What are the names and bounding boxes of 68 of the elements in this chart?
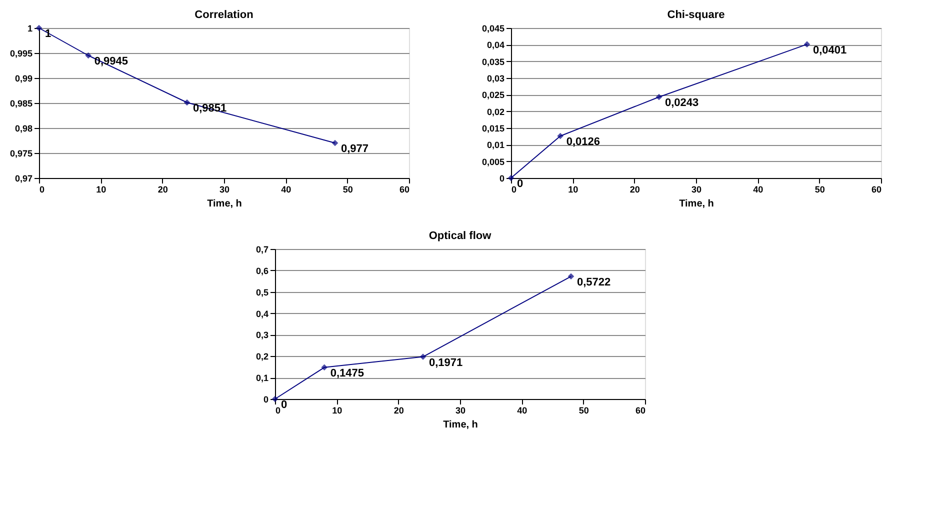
x-tick-label: 0 <box>512 184 517 194</box>
y-tick-label: 0,6 <box>256 266 268 276</box>
y-tick-label: 0,5 <box>256 287 268 298</box>
point <box>184 99 190 106</box>
y-tick-label: 0,97 <box>14 174 32 184</box>
point <box>85 52 92 59</box>
chart-title: Correlation <box>194 9 254 21</box>
point <box>656 94 662 100</box>
x-tick-label: 60 <box>399 184 410 194</box>
x-tick-label: 30 <box>219 184 230 194</box>
y-tick-label: 0,985 <box>10 98 32 108</box>
point <box>420 354 426 360</box>
y-tick-label: 0,995 <box>10 48 32 58</box>
y-tick-label: 0,015 <box>482 124 504 134</box>
y-tick-label: 0 <box>263 394 268 404</box>
x-tick-label: 0 <box>276 406 281 416</box>
chart-title: Optical flow <box>428 230 492 242</box>
x-axis-title: Time, h <box>443 420 478 430</box>
point <box>321 364 328 371</box>
y-tick-label: 0,01 <box>486 140 504 150</box>
x-tick-label: 20 <box>630 184 640 194</box>
y-tick-label: 0,035 <box>482 56 504 67</box>
x-tick-label: 60 <box>871 184 882 194</box>
y-tick-label: 0,2 <box>256 352 268 362</box>
point <box>804 41 810 48</box>
y-tick-label: 0 <box>499 174 504 184</box>
x-tick-label: 50 <box>578 406 589 416</box>
x-tick-label: 40 <box>517 406 528 416</box>
y-tick-label: 0,7 <box>256 244 268 254</box>
x-tick-label: 60 <box>635 406 646 416</box>
y-tick-label: 1 <box>27 24 32 34</box>
x-tick-label: 20 <box>394 406 404 416</box>
y-tick-label: 0,03 <box>486 74 504 84</box>
y-tick-label: 0,99 <box>14 74 32 84</box>
y-tick-label: 0,045 <box>482 24 504 34</box>
data-label: 0,0126 <box>566 136 600 148</box>
chart-title: Chi-square <box>667 9 725 21</box>
y-tick-label: 0,975 <box>10 148 32 158</box>
y-tick-label: 0,02 <box>486 106 504 117</box>
y-tick-label: 0,4 <box>256 308 268 319</box>
x-tick-label: 0 <box>40 184 45 194</box>
x-axis-title: Time, h <box>207 198 242 210</box>
y-tick-label: 0,025 <box>482 90 504 100</box>
point <box>332 140 338 146</box>
point <box>568 273 574 280</box>
x-tick-label: 40 <box>753 184 764 194</box>
x-tick-label: 50 <box>342 184 353 194</box>
x-tick-label: 20 <box>158 184 168 194</box>
x-tick-label: 30 <box>691 184 702 194</box>
y-tick-label: 0,98 <box>14 124 32 134</box>
x-axis-title: Time, h <box>679 198 714 210</box>
data-label: 0,0243 <box>665 97 699 109</box>
data-label: 0,1475 <box>330 367 364 380</box>
y-tick-label: 0,3 <box>256 330 268 340</box>
y-tick-label: 0,1 <box>256 373 268 384</box>
data-label: 0,5722 <box>577 276 611 288</box>
x-tick-label: 40 <box>281 184 292 194</box>
data-label: 0,0401 <box>813 44 847 56</box>
data-label: 0,1971 <box>429 356 463 369</box>
x-tick-label: 50 <box>814 184 825 194</box>
x-tick-label: 10 <box>332 406 342 416</box>
y-tick-label: 0,04 <box>486 40 504 50</box>
point <box>557 132 564 140</box>
x-tick-label: 10 <box>568 184 578 194</box>
x-tick-label: 10 <box>96 184 106 194</box>
data-label: 0,977 <box>341 143 369 155</box>
y-tick-label: 0,005 <box>482 156 504 167</box>
x-tick-label: 30 <box>455 406 466 416</box>
